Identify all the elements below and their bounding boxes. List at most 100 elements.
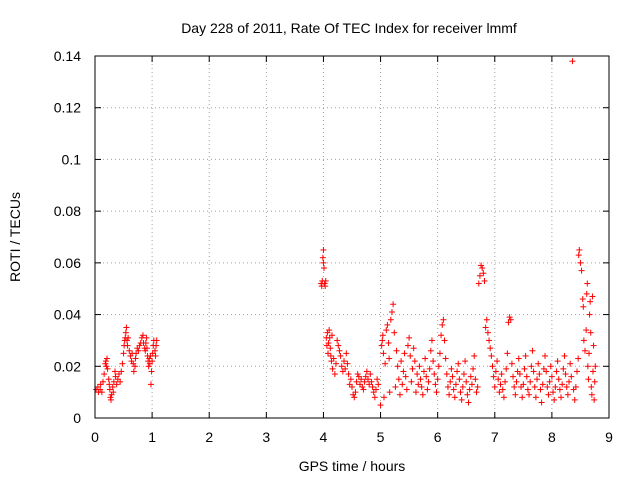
data-point (571, 396, 578, 403)
data-point (566, 378, 573, 385)
data-point (393, 347, 400, 354)
data-point (586, 311, 593, 318)
data-point (455, 360, 462, 367)
data-point (470, 365, 477, 372)
data-point (463, 378, 470, 385)
data-point (383, 327, 390, 334)
data-point (426, 365, 433, 372)
data-point (424, 386, 431, 393)
data-point (495, 376, 502, 383)
data-point (478, 262, 485, 269)
data-point (419, 391, 426, 398)
x-tick-label: 1 (148, 429, 156, 445)
data-point (103, 355, 110, 362)
data-point (568, 373, 575, 380)
data-point (409, 365, 416, 372)
data-point (576, 246, 583, 253)
data-point (135, 347, 142, 354)
data-point (508, 360, 515, 367)
data-point (528, 363, 535, 370)
data-point (494, 358, 501, 365)
data-point (562, 371, 569, 378)
data-point (146, 355, 153, 362)
data-point (487, 345, 494, 352)
data-point (537, 386, 544, 393)
data-point (442, 355, 449, 362)
data-point (450, 386, 457, 393)
data-point (417, 376, 424, 383)
data-point (553, 368, 560, 375)
data-point (503, 365, 510, 372)
data-point (379, 332, 386, 339)
data-point (368, 378, 375, 385)
data-point (344, 360, 351, 367)
data-point (107, 396, 114, 403)
data-point (400, 368, 407, 375)
data-point (320, 259, 327, 266)
data-point (502, 378, 509, 385)
data-point (561, 352, 568, 359)
data-point (388, 308, 395, 315)
data-point (588, 383, 595, 390)
data-point (446, 391, 453, 398)
data-point (466, 386, 473, 393)
data-point (513, 378, 520, 385)
data-point (349, 383, 355, 390)
data-point (592, 363, 599, 370)
data-point (567, 360, 574, 367)
data-point (459, 383, 466, 390)
data-point (543, 368, 550, 375)
data-point (591, 396, 598, 403)
data-point (448, 365, 455, 372)
data-point (151, 347, 158, 354)
x-tick-label: 6 (434, 429, 442, 445)
data-point (384, 321, 391, 328)
data-point (331, 371, 338, 378)
data-point (522, 352, 529, 359)
data-point (532, 394, 539, 401)
data-point (580, 337, 587, 344)
data-point (521, 365, 528, 372)
data-point (104, 365, 111, 372)
data-point (410, 345, 417, 352)
data-point (560, 365, 567, 372)
data-point (353, 378, 360, 385)
data-point (335, 342, 342, 349)
x-tick-label: 0 (91, 429, 99, 445)
data-point (118, 368, 125, 375)
data-point (515, 355, 522, 362)
data-point (488, 352, 495, 359)
data-point (583, 290, 590, 297)
data-point (422, 355, 429, 362)
data-point (563, 383, 570, 390)
data-point (399, 381, 406, 388)
data-point (415, 381, 422, 388)
data-point (390, 301, 397, 308)
data-point (119, 360, 126, 367)
grid (95, 56, 609, 418)
data-point (519, 394, 526, 401)
y-tick-label: 0.02 (54, 358, 81, 374)
data-points (93, 58, 599, 409)
data-point (511, 383, 518, 390)
data-point (153, 337, 160, 344)
data-point (554, 358, 561, 365)
x-tick-label: 5 (377, 429, 385, 445)
data-point (394, 363, 401, 370)
data-point (482, 324, 489, 331)
data-point (546, 378, 553, 385)
data-point (359, 383, 366, 390)
data-point (586, 350, 593, 357)
y-axis-label: ROTI / TECUs (7, 192, 23, 282)
data-point (123, 324, 130, 331)
data-point (496, 389, 503, 396)
data-point (510, 373, 517, 380)
data-point (385, 340, 392, 347)
data-point (534, 376, 541, 383)
data-point (575, 252, 582, 259)
data-point (136, 342, 143, 349)
data-point (440, 316, 447, 323)
data-point (145, 363, 152, 370)
data-point (475, 280, 482, 287)
